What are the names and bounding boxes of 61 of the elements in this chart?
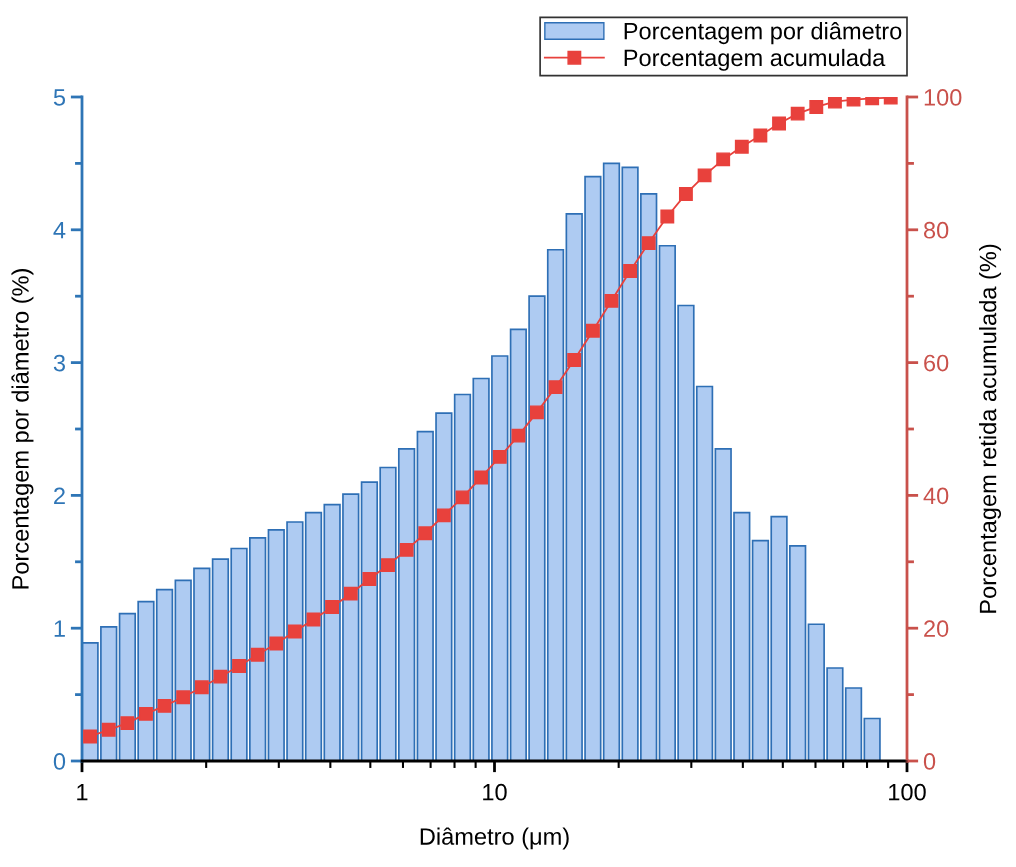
point [306, 612, 321, 627]
point [641, 236, 656, 251]
point [269, 636, 284, 651]
point [418, 526, 433, 541]
y-tick-label: 4 [53, 222, 66, 239]
point [585, 323, 600, 338]
point [697, 168, 712, 183]
y2-tick-label: 20 [924, 620, 949, 637]
y-tick-label: 5 [53, 89, 66, 106]
point [139, 706, 153, 721]
point [101, 722, 116, 737]
point [492, 449, 507, 464]
y2-tick-label: 0 [923, 753, 936, 770]
x-tick-label: 1 [77, 784, 88, 801]
y2-axis-title: Porcentagem retida acumulada (%) [979, 244, 1002, 613]
point [604, 293, 619, 308]
y2-tick-label: 100 [924, 89, 962, 106]
point [623, 264, 638, 278]
point [157, 698, 172, 713]
point [716, 152, 731, 167]
point [809, 100, 824, 114]
point [381, 558, 395, 573]
point [176, 690, 191, 705]
y-tick-label: 2 [54, 487, 65, 504]
y2-tick-label: 40 [923, 487, 949, 505]
point [567, 352, 582, 367]
point [343, 586, 358, 601]
point [250, 647, 265, 662]
point [772, 116, 787, 131]
point [232, 659, 247, 673]
point [213, 669, 228, 684]
point [827, 97, 842, 109]
point [734, 139, 749, 154]
legend-label: Porcentagem acumulada [624, 48, 886, 71]
point [455, 490, 470, 505]
point [83, 729, 98, 744]
point [474, 470, 489, 485]
point [753, 128, 768, 143]
point [287, 624, 302, 639]
y2-tick-label: 60 [924, 354, 949, 372]
point [529, 405, 544, 420]
y-tick-label: 3 [53, 354, 65, 372]
point [511, 428, 526, 443]
x-axis-title: Diâmetro (μm) [420, 827, 569, 850]
point [362, 572, 377, 587]
point [399, 542, 414, 557]
y2-tick-label: 80 [924, 221, 949, 239]
legend-label: Porcentagem por diâmetro [624, 22, 902, 45]
point [790, 106, 805, 121]
y-axis-title: Porcentagem por diâmetro (%) [11, 269, 34, 589]
y-tick-label: 1 [54, 620, 65, 637]
x-tick-label: 10 [483, 783, 507, 801]
point [120, 716, 135, 731]
point [325, 600, 340, 614]
point [678, 186, 693, 201]
y-tick-label: 0 [53, 753, 66, 770]
point [194, 680, 209, 695]
point [548, 380, 563, 395]
point [660, 209, 675, 224]
point [436, 508, 451, 523]
x-tick-label: 100 [889, 783, 926, 801]
